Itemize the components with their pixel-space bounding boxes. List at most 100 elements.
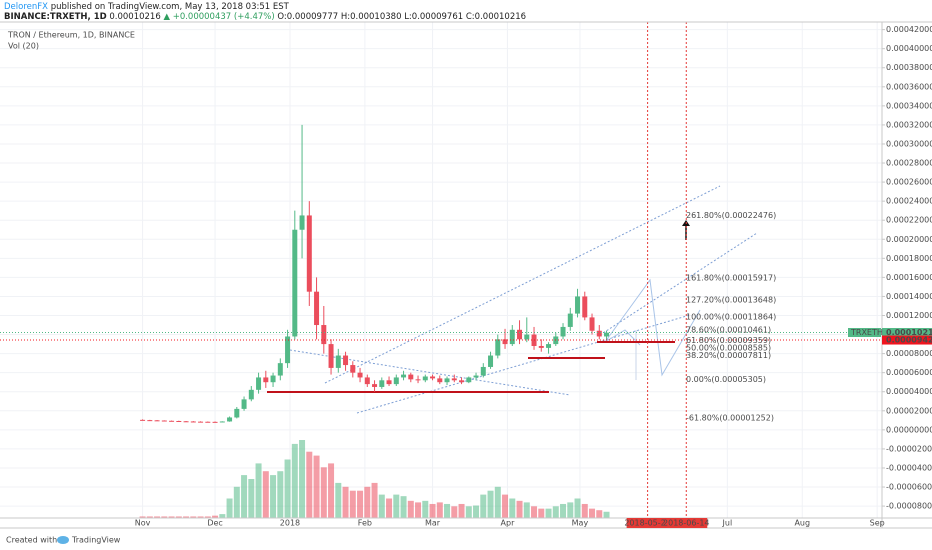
candles [140, 124, 610, 423]
candle-body [415, 379, 421, 381]
volume-bar [357, 490, 364, 518]
volume-bar [589, 508, 596, 518]
y-tick-label: -0.00008000 [886, 502, 932, 511]
y-tick-label: 0.00030000 [886, 139, 932, 148]
volume-bar [255, 463, 262, 518]
candle-body [248, 389, 254, 400]
volume-bar [444, 503, 451, 518]
volume-bar [465, 506, 472, 518]
volume-bar [451, 506, 458, 518]
candle-body [379, 380, 385, 387]
header-line: DelorenFX published on TradingView.com, … [4, 2, 290, 12]
volume-label: Vol (20) [8, 42, 39, 51]
candle-body [285, 336, 291, 364]
symbol-line: BINANCE:TRXETH, 1D 0.00010216 ▲ +0.00000… [4, 12, 526, 22]
ohlc-low: L:0.00009761 [404, 12, 463, 22]
candle-body [517, 329, 523, 340]
volume-bar [175, 516, 182, 518]
volume-bar [545, 508, 552, 518]
volume-bar [139, 516, 146, 518]
x-tick-label: Sep [870, 519, 885, 528]
y-tick-label: 0.00020000 [886, 235, 932, 244]
y-tick-label: 0.00032000 [886, 120, 932, 129]
candle-body [495, 339, 501, 356]
last: 0.00010216 [109, 12, 160, 22]
candle-body [408, 374, 414, 380]
footer-created: Created with [6, 536, 57, 545]
volume-bar [552, 506, 559, 518]
candle-body [343, 355, 349, 366]
candle-body [524, 334, 530, 340]
x-tick-label: Jul [722, 519, 733, 528]
last-price-box [882, 328, 932, 338]
candle-body [582, 296, 588, 318]
y-tick-label: 0.00008000 [886, 349, 932, 358]
volume-bar [407, 500, 414, 518]
date-marker-label: 2018-06-14 [663, 519, 710, 528]
candle-body [393, 377, 399, 385]
y-tick-label: 0.00012000 [886, 311, 932, 320]
y-tick-label: 0.00004000 [886, 387, 932, 396]
volume-bar [161, 516, 168, 518]
overlays: 261.80%(0.00022476) 161.80%(0.00015917) 12… [0, 22, 882, 518]
volume-bar [574, 498, 581, 518]
volume-bar [596, 510, 603, 518]
candle-body [277, 363, 283, 376]
marker-price-box [882, 335, 932, 345]
volume-bar [146, 516, 153, 518]
candle-body [546, 344, 552, 348]
candle-body [169, 420, 175, 422]
volume-bar [494, 486, 501, 518]
volume-bar [509, 498, 516, 518]
volume-bar [342, 486, 349, 518]
candle-body [466, 377, 472, 383]
volume-bar [313, 455, 320, 518]
candle-body [488, 355, 494, 367]
volume-bar [473, 505, 480, 518]
symbol: BINANCE:TRXETH, 1D [4, 12, 107, 22]
volume-bar [233, 486, 240, 518]
fib-label: 38.20%(0.00007811) [686, 351, 771, 360]
candle-body [227, 417, 233, 422]
candle-body [306, 215, 312, 292]
candle-body [140, 419, 146, 421]
y-tick-label: 0.00036000 [886, 82, 932, 91]
candle-body [241, 399, 247, 409]
candle-body [161, 420, 167, 422]
y-tick-label: 0.00042000 [886, 25, 932, 34]
candle-body [234, 408, 240, 418]
candle-body [480, 366, 486, 376]
ticker-label: TRXETH [850, 328, 883, 337]
x-tick-label: Nov [135, 519, 151, 528]
volume-bar [516, 500, 523, 518]
volume-bar [183, 516, 190, 518]
volume-bar [291, 443, 298, 518]
fib-label: 61.80%(0.00009359) [686, 336, 771, 345]
candle-body [176, 420, 182, 422]
y-tick-label: 0.00034000 [886, 101, 932, 110]
volume-bar [581, 503, 588, 518]
fib-label: 127.20%(0.00013648) [686, 295, 776, 304]
volume-bar [241, 475, 248, 518]
volume-bar [219, 514, 226, 518]
y-tick-label: -0.00006000 [886, 483, 932, 492]
volume-bar [212, 515, 219, 518]
ticker-box [848, 328, 881, 338]
candle-body [567, 313, 573, 327]
y-tick-label: 0.00038000 [886, 63, 932, 72]
volume-bar [190, 516, 197, 518]
axes: 0.00042000 0.00040000 0.00038000 0.00036000… [135, 25, 932, 528]
volume-bar [284, 459, 291, 518]
volume-bar [168, 516, 175, 518]
chart-title: TRON / Ethereum, 1D, BINANCE [7, 31, 135, 40]
x-tick-label: Dec [207, 519, 222, 528]
volume-bar [328, 463, 335, 518]
candle-body [589, 317, 595, 331]
volume-bar [349, 490, 356, 518]
y-tick-label: 0.00022000 [886, 216, 932, 225]
date-marker-box [626, 518, 669, 528]
y-tick-label: 0.00014000 [886, 292, 932, 301]
candle-body [372, 384, 378, 387]
ohlc-high: H:0.00010380 [341, 12, 402, 22]
candle-body [154, 420, 160, 422]
